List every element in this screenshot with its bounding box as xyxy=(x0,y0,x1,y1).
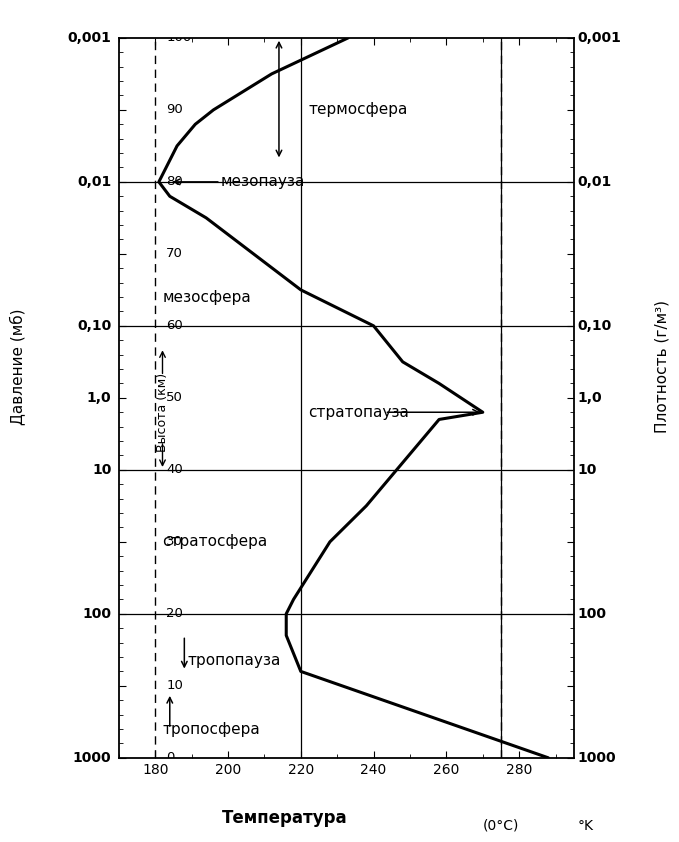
Text: Давление (мб): Давление (мб) xyxy=(9,308,25,424)
Text: 1000: 1000 xyxy=(577,751,616,765)
Text: 100: 100 xyxy=(577,607,606,621)
Text: 100: 100 xyxy=(166,31,191,45)
Text: Высота (км): Высота (км) xyxy=(156,373,169,452)
Text: Температура: Температура xyxy=(222,809,348,828)
Text: 1,0: 1,0 xyxy=(577,391,602,405)
Text: 10: 10 xyxy=(92,463,111,477)
Text: 10: 10 xyxy=(166,679,183,692)
Text: термосфера: термосфера xyxy=(308,103,407,117)
Text: 90: 90 xyxy=(166,104,183,116)
Text: 60: 60 xyxy=(166,319,183,333)
Text: 80: 80 xyxy=(166,175,183,189)
Text: °K: °K xyxy=(577,819,593,833)
Text: 10: 10 xyxy=(577,463,597,477)
Text: 20: 20 xyxy=(166,607,183,621)
Text: тропопауза: тропопауза xyxy=(188,653,281,668)
Text: 50: 50 xyxy=(166,392,183,404)
Text: 100: 100 xyxy=(83,607,111,621)
Text: 0,001: 0,001 xyxy=(577,31,621,45)
Text: мезопауза: мезопауза xyxy=(221,174,305,189)
Text: 40: 40 xyxy=(166,463,183,477)
Text: 0,10: 0,10 xyxy=(577,319,612,333)
Text: 70: 70 xyxy=(166,248,183,260)
Text: 0,01: 0,01 xyxy=(77,175,111,189)
Text: (0°C): (0°C) xyxy=(483,819,519,833)
Text: 0,01: 0,01 xyxy=(577,175,612,189)
Text: 0,10: 0,10 xyxy=(77,319,111,333)
Text: 1,0: 1,0 xyxy=(87,391,111,405)
Text: 0,001: 0,001 xyxy=(68,31,111,45)
Text: мезосфера: мезосфера xyxy=(162,290,251,305)
Text: стратопауза: стратопауза xyxy=(308,405,409,420)
Text: 1000: 1000 xyxy=(73,751,111,765)
Text: тропосфера: тропосфера xyxy=(162,722,260,737)
Text: 0: 0 xyxy=(166,751,175,765)
Text: стратосфера: стратосфера xyxy=(162,535,268,549)
Text: Плотность (г/м³): Плотность (г/м³) xyxy=(655,300,669,433)
Text: 30: 30 xyxy=(166,536,183,548)
